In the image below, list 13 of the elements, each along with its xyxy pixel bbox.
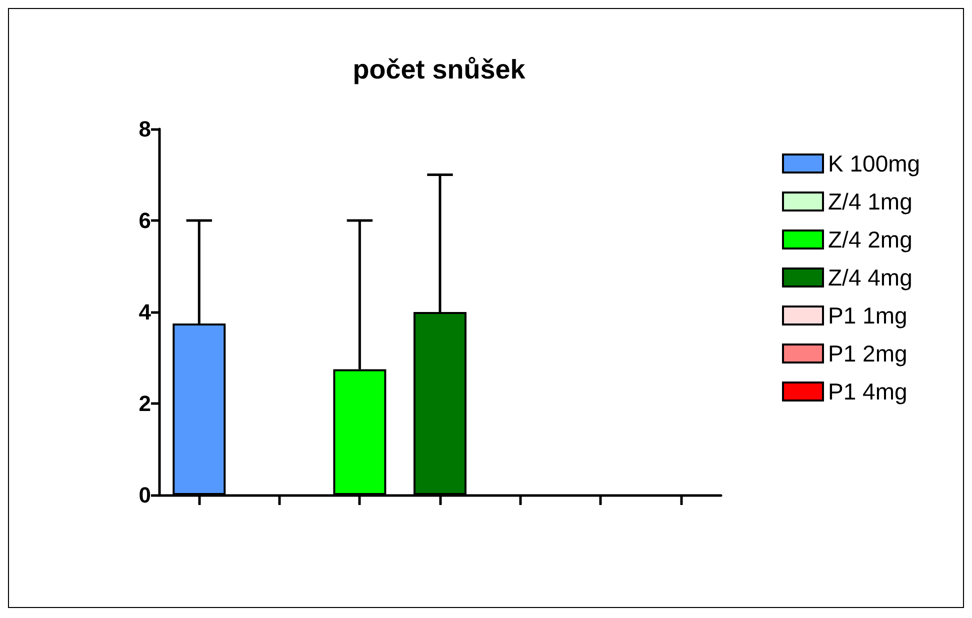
legend-label: P1 1mg: [828, 302, 908, 328]
y-tick-label: 8: [138, 116, 151, 142]
y-tick-label: 2: [138, 391, 151, 416]
legend-label: Z/4 2mg: [828, 226, 912, 252]
legend-label: P1 4mg: [828, 378, 908, 404]
legend-label: P1 2mg: [828, 340, 908, 366]
legend-label: Z/4 1mg: [828, 188, 912, 214]
y-tick-label: 4: [138, 300, 152, 324]
y-tick-label: 6: [138, 208, 151, 233]
chart-title: počet snůšek: [352, 54, 526, 84]
y-tick-label: 0: [138, 482, 151, 508]
legend-label: K 100mg: [828, 150, 920, 176]
legend-label: Z/4 4mg: [828, 264, 912, 290]
